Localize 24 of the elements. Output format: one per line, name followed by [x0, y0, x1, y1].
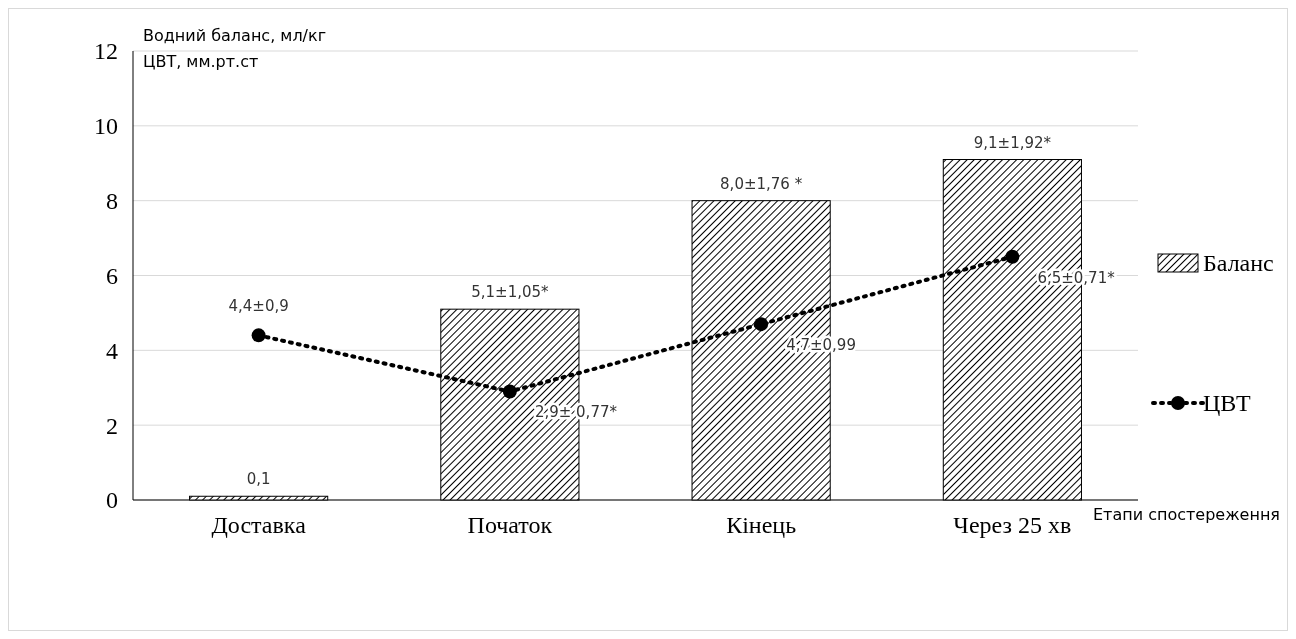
- y-tick-label: 4: [106, 337, 118, 364]
- x-tick-label: Кінець: [726, 512, 797, 538]
- legend-label: ЦВТ: [1203, 390, 1252, 417]
- y-tick-label: 0: [106, 487, 118, 514]
- data-label: 5,1±1,05*: [471, 283, 550, 302]
- y-axis-title: Водний баланс, мл/кг ЦВТ, мм.рт.ст: [143, 26, 327, 71]
- legend-label: Баланс: [1203, 250, 1274, 277]
- point: [502, 384, 517, 399]
- y-tick-label: 10: [94, 113, 118, 140]
- point: [754, 317, 769, 332]
- x-tick-label: Доставка: [211, 512, 307, 538]
- data-label: 4,4±0,9: [228, 297, 289, 316]
- x-tick-label: Початок: [467, 512, 553, 538]
- x-tick-label: Через 25 хв: [953, 512, 1072, 538]
- y-tick-label: 2: [106, 412, 118, 439]
- y-tick-label: 12: [94, 38, 118, 65]
- point: [251, 328, 266, 343]
- x-axis-title: Етапи спостереження: [1093, 505, 1280, 524]
- data-label: 9,1±1,92*: [973, 133, 1052, 152]
- y-tick-label: 8: [106, 188, 118, 215]
- data-label: 0,1: [246, 470, 271, 489]
- y-tick-label: 6: [106, 262, 118, 289]
- data-label: 8,0±1,76 *: [720, 174, 803, 193]
- point: [1005, 249, 1020, 264]
